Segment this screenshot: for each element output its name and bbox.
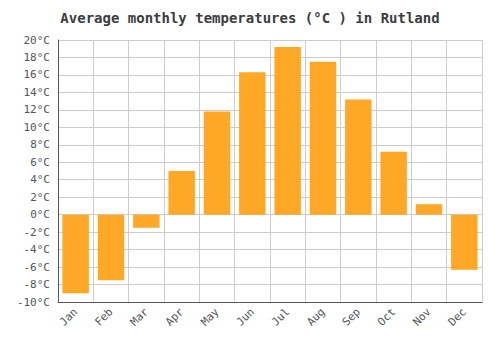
svg-text:-6°C: -6°C (24, 261, 51, 274)
svg-text:2°C: 2°C (30, 191, 50, 204)
svg-text:May: May (198, 305, 221, 328)
svg-text:6°C: 6°C (30, 156, 50, 169)
svg-text:-4°C: -4°C (24, 243, 51, 256)
svg-text:18°C: 18°C (24, 51, 51, 64)
svg-text:Sep: Sep (340, 305, 363, 328)
svg-text:12°C: 12°C (24, 103, 51, 116)
svg-text:Mar: Mar (128, 305, 151, 328)
svg-text:Apr: Apr (163, 305, 186, 328)
svg-text:8°C: 8°C (30, 138, 50, 151)
svg-text:Jan: Jan (57, 305, 80, 328)
svg-text:10°C: 10°C (24, 121, 51, 134)
svg-text:14°C: 14°C (24, 86, 51, 99)
svg-text:-2°C: -2°C (24, 226, 51, 239)
svg-text:4°C: 4°C (30, 173, 50, 186)
svg-text:-10°C: -10°C (17, 296, 50, 309)
svg-text:Oct: Oct (375, 305, 398, 328)
svg-text:16°C: 16°C (24, 68, 51, 81)
svg-text:Feb: Feb (92, 305, 115, 328)
svg-text:Nov: Nov (410, 305, 433, 328)
svg-text:Average monthly temperatures (: Average monthly temperatures (°C ) in Ru… (60, 10, 439, 26)
svg-text:0°C: 0°C (30, 208, 50, 221)
svg-text:Jul: Jul (269, 305, 292, 328)
svg-text:Aug: Aug (304, 305, 327, 328)
svg-text:Jun: Jun (234, 305, 257, 328)
svg-text:-8°C: -8°C (24, 278, 51, 291)
svg-text:20°C: 20°C (24, 34, 51, 47)
svg-text:Dec: Dec (446, 305, 469, 328)
